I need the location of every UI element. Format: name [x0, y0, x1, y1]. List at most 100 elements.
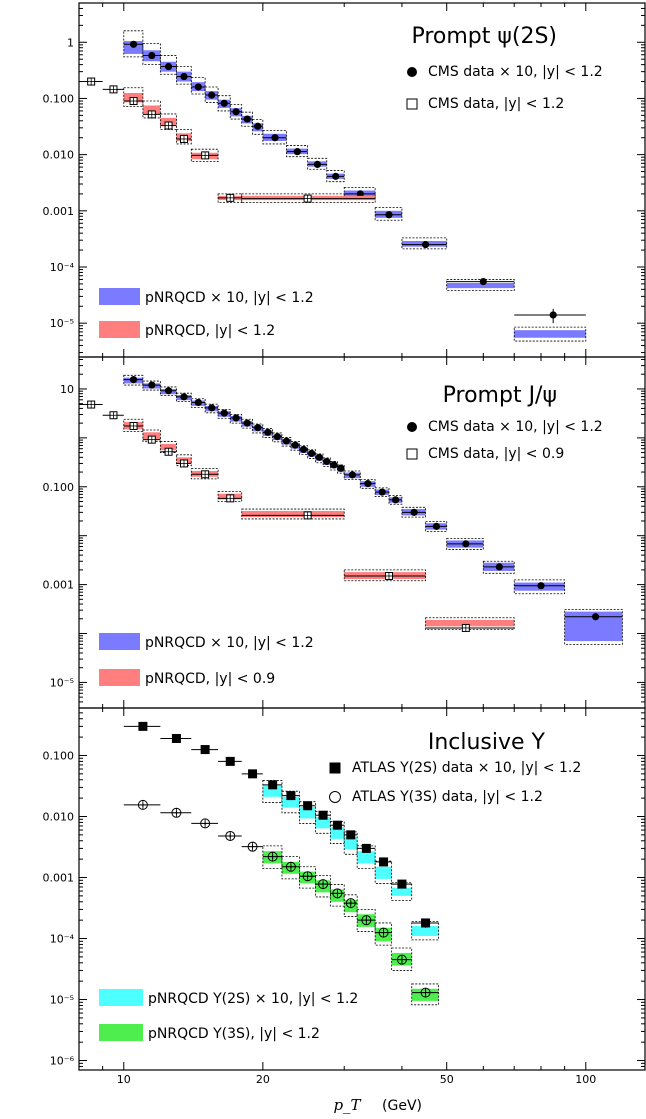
data-marker: [148, 51, 156, 60]
data-marker: [323, 457, 331, 466]
theory-uncertainty-box: [425, 617, 515, 631]
theory-band: [142, 105, 161, 114]
theory-uncertainty-box: [262, 780, 283, 803]
theory-uncertainty-box: [329, 884, 345, 907]
theory-band: [160, 443, 177, 451]
data-marker: [148, 381, 156, 389]
theory-band: [425, 619, 515, 627]
data-marker: [332, 820, 342, 830]
data-marker: [421, 918, 431, 928]
data-marker: [129, 376, 138, 384]
legend-label: ATLAS Υ(3S) data, |y| < 1.2: [352, 789, 543, 805]
theory-uncertainty-box: [281, 437, 292, 447]
legend-band-label: pNRQCD × 10, |y| < 1.2: [145, 290, 314, 306]
legend-band-label: pNRQCD Υ(2S) × 10, |y| < 1.2: [148, 991, 358, 1007]
data-marker: [273, 433, 281, 441]
theory-band: [281, 796, 300, 808]
theory-uncertainty-box: [326, 170, 345, 183]
theory-uncertainty-box: [176, 66, 192, 85]
theory-uncertainty-box: [217, 491, 243, 502]
theory-uncertainty-box: [262, 129, 287, 145]
theory-band: [375, 866, 392, 879]
data-marker: [315, 453, 323, 461]
theory-uncertainty-box: [482, 560, 515, 574]
data-marker: [410, 508, 418, 516]
data-marker: [282, 437, 291, 445]
data-marker: [549, 311, 557, 319]
data-marker: [208, 404, 216, 412]
theory-uncertainty-box: [252, 119, 264, 135]
y-tick-label: 1: [67, 36, 74, 49]
data-marker: [164, 62, 173, 71]
theory-uncertainty-box: [446, 279, 515, 292]
data-marker: [397, 879, 407, 889]
theory-band: [299, 807, 316, 819]
theory-uncertainty-box: [204, 403, 219, 414]
y-tick-label: 10⁻⁵: [50, 676, 74, 689]
data-marker: [208, 91, 216, 99]
data-marker: [591, 613, 600, 621]
legend-band-swatch: [99, 633, 140, 650]
theory-uncertainty-box: [343, 569, 426, 582]
data-marker: [286, 791, 296, 801]
theory-uncertainty-box: [229, 414, 243, 424]
theory-uncertainty-box: [401, 237, 448, 250]
theory-uncertainty-box: [142, 43, 161, 66]
theory-uncertainty-box: [123, 87, 144, 107]
data-marker: [346, 830, 356, 840]
theory-band: [391, 887, 412, 896]
theory-uncertainty-box: [411, 921, 439, 941]
x-tick-label: 100: [575, 1073, 596, 1086]
data-marker: [364, 480, 372, 488]
legend-label: CMS data, |y| < 1.2: [428, 96, 564, 112]
y-tick-label: 0.010: [43, 810, 75, 823]
y-tick-label: 0.100: [43, 92, 75, 105]
theory-uncertainty-box: [159, 386, 177, 397]
data-marker: [164, 387, 173, 395]
legend-band-label: pNRQCD, |y| < 1.2: [145, 323, 275, 339]
legend-label: CMS data × 10, |y| < 1.2: [428, 419, 603, 435]
plot-frame: [78, 707, 646, 1071]
legend-band-swatch: [99, 1024, 143, 1041]
data-marker: [329, 791, 341, 803]
data-marker: [432, 522, 441, 530]
data-marker: [171, 733, 181, 743]
theory-band: [330, 827, 345, 839]
theory-uncertainty-box: [391, 882, 413, 901]
data-marker: [356, 190, 364, 198]
data-marker: [138, 721, 148, 731]
legend-label: CMS data × 10, |y| < 1.2: [428, 64, 603, 80]
theory-uncertainty-box: [190, 77, 206, 95]
theory-uncertainty-box: [513, 326, 587, 342]
data-marker: [379, 857, 389, 867]
theory-uncertainty-box: [159, 55, 177, 75]
data-marker: [254, 122, 262, 130]
panel-middle: [78, 356, 646, 709]
theory-band: [241, 510, 345, 518]
y-tick-label: 0.001: [43, 205, 75, 218]
y-tick-label: 10⁻⁵: [50, 317, 74, 330]
data-marker: [537, 582, 545, 590]
data-marker: [421, 241, 430, 249]
theory-band: [142, 432, 161, 439]
data-marker: [495, 563, 503, 571]
data-marker: [232, 108, 240, 116]
y-tick-label: 0.001: [43, 579, 75, 592]
data-marker: [254, 424, 262, 432]
data-marker: [180, 393, 188, 401]
theory-uncertainty-box: [190, 398, 206, 408]
legend-band-label: pNRQCD, |y| < 0.9: [145, 671, 275, 687]
theory-uncertainty-box: [159, 113, 177, 130]
data-marker: [332, 172, 340, 180]
theory-uncertainty-box: [176, 392, 192, 403]
data-marker: [271, 134, 279, 142]
data-marker: [462, 540, 470, 548]
theory-uncertainty-box: [176, 129, 192, 145]
data-marker: [361, 843, 371, 853]
data-marker: [479, 277, 487, 286]
panel-top: [78, 2, 646, 358]
data-marker: [180, 72, 188, 81]
y-tick-label: 10⁻⁶: [50, 1055, 75, 1068]
data-marker: [264, 428, 272, 436]
data-marker: [329, 762, 341, 774]
